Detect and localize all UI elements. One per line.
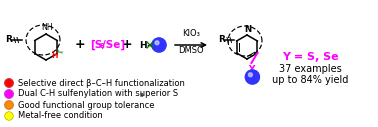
Circle shape (152, 38, 166, 52)
Text: 8: 8 (99, 44, 104, 50)
Text: NH: NH (41, 23, 53, 33)
Circle shape (245, 70, 259, 84)
Text: [S: [S (90, 40, 102, 50)
Circle shape (152, 38, 166, 52)
Circle shape (152, 38, 166, 52)
Text: +: + (122, 38, 132, 52)
Circle shape (152, 38, 166, 52)
Text: up to 84% yield: up to 84% yield (272, 75, 348, 85)
Text: /Se]: /Se] (102, 40, 125, 50)
Text: R: R (218, 36, 225, 44)
Circle shape (5, 101, 13, 109)
Text: Y: Y (248, 65, 254, 74)
Circle shape (152, 38, 166, 52)
Circle shape (245, 70, 259, 84)
Text: 8: 8 (139, 93, 143, 98)
Text: Good functional group tolerance: Good functional group tolerance (18, 100, 155, 109)
Text: R: R (5, 36, 12, 44)
Circle shape (248, 73, 253, 77)
Circle shape (245, 70, 259, 84)
Circle shape (156, 42, 158, 44)
Circle shape (245, 70, 259, 84)
Text: Dual C-H sulfenylation with superior S: Dual C-H sulfenylation with superior S (18, 90, 178, 99)
Text: N: N (245, 25, 252, 34)
Circle shape (5, 90, 13, 98)
Circle shape (245, 70, 259, 84)
Text: Selective direct β–C–H functionalization: Selective direct β–C–H functionalization (18, 78, 185, 88)
Text: Y = S, Se: Y = S, Se (282, 52, 338, 62)
Text: KIO₃: KIO₃ (182, 29, 200, 38)
Circle shape (155, 41, 159, 45)
Circle shape (245, 70, 259, 84)
Circle shape (5, 112, 13, 120)
Text: H: H (51, 51, 57, 60)
Circle shape (249, 74, 252, 76)
Text: 37 examples: 37 examples (279, 64, 341, 74)
Circle shape (5, 79, 13, 87)
Text: H: H (139, 41, 147, 50)
Text: ✂: ✂ (55, 47, 64, 58)
Text: DMSO: DMSO (178, 46, 204, 55)
Text: Metal-free condition: Metal-free condition (18, 112, 103, 121)
Circle shape (152, 38, 166, 52)
Text: +: + (75, 38, 85, 52)
